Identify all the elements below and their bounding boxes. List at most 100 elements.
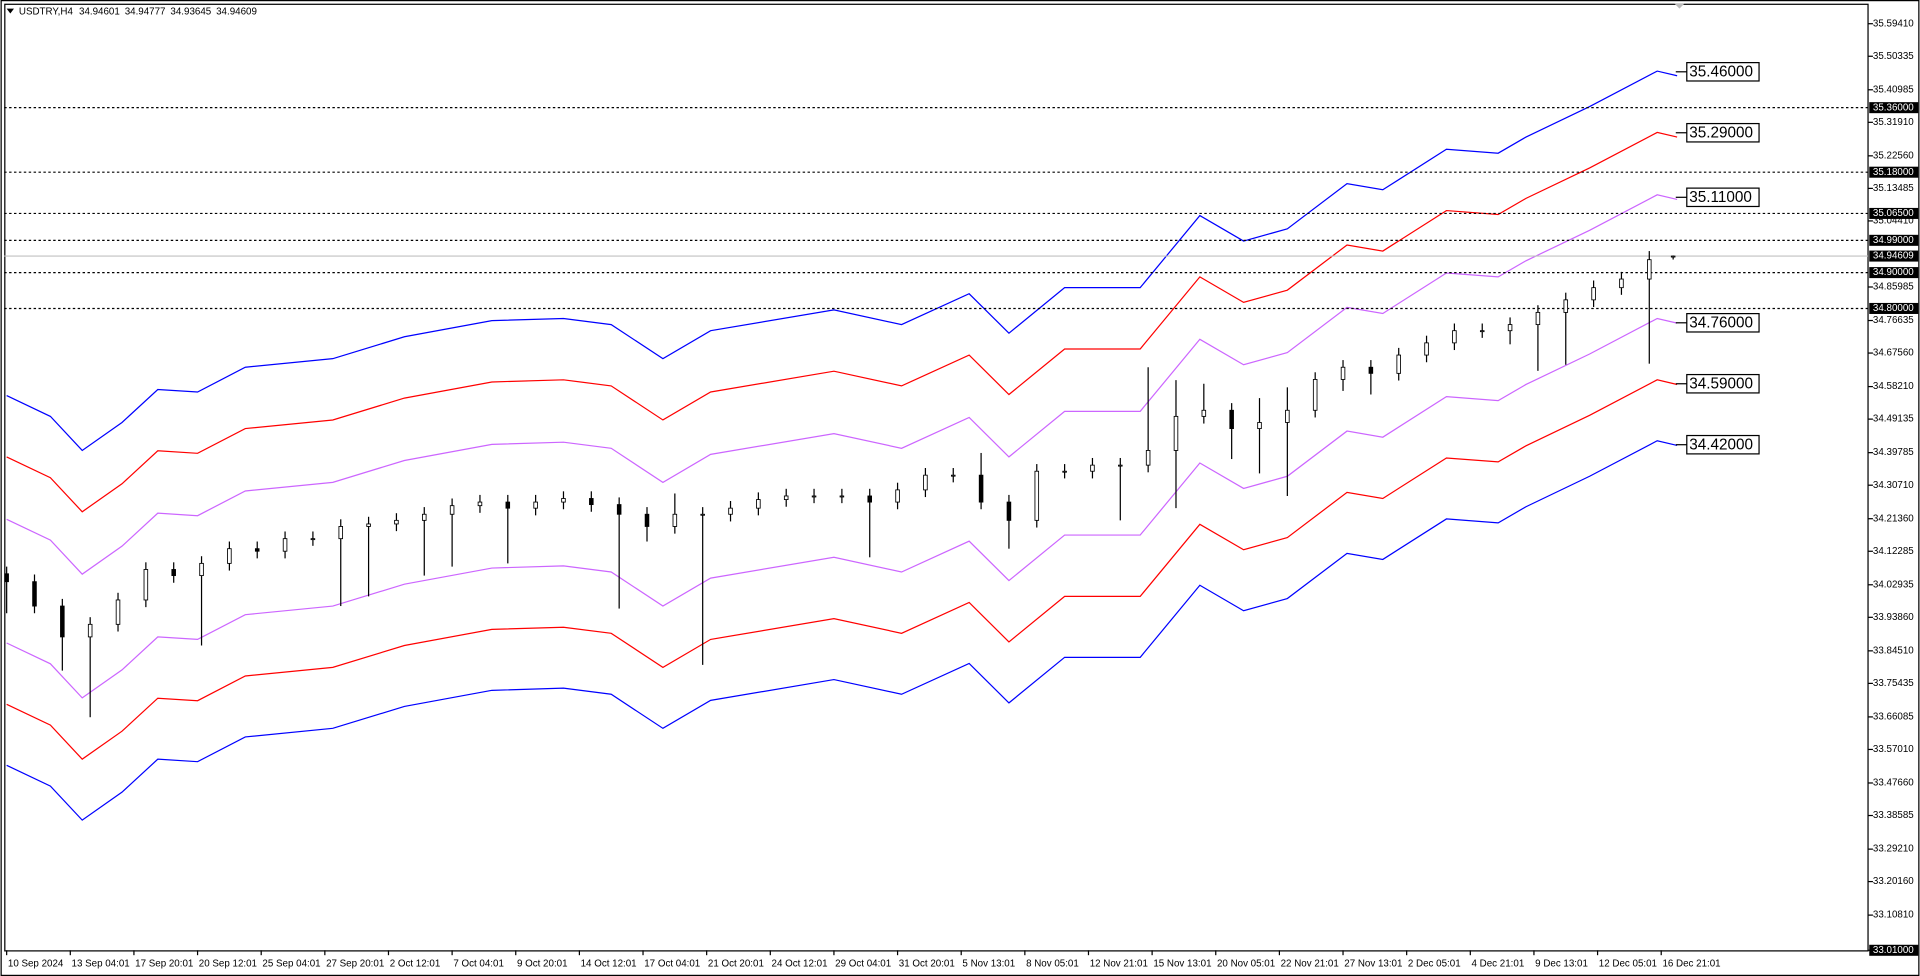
candle-body — [867, 495, 872, 503]
candle-body — [282, 538, 288, 552]
ohlc-close: 34.94609 — [216, 6, 257, 17]
end-label: 35.11000 — [1689, 189, 1752, 206]
x-tick-label: 15 Nov 13:01 — [1153, 958, 1211, 969]
candle-body — [60, 605, 65, 638]
y-tick-label: 34.58210 — [1873, 381, 1914, 392]
candle-body — [1201, 409, 1207, 417]
candle-body — [1173, 415, 1179, 451]
chart-header: USDTRY,H4 34.94601 34.94777 34.93645 34.9460… — [19, 6, 257, 17]
y-tick-label-box — [1869, 944, 1919, 956]
candle-body — [728, 507, 733, 515]
level-label-box — [1869, 302, 1919, 314]
candle-body — [950, 474, 956, 477]
x-tick-label: 21 Oct 20:01 — [708, 958, 764, 969]
x-tick-label: 20 Nov 05:01 — [1217, 958, 1275, 969]
level-label-box — [1869, 267, 1919, 279]
y-tick-label: 33.38585 — [1873, 810, 1914, 821]
end-label: 35.46000 — [1689, 63, 1753, 80]
y-tick-label: 33.57010 — [1873, 744, 1914, 755]
plot-frame — [4, 3, 1869, 952]
envelope-line — [6, 70, 1678, 452]
x-tick-label: 17 Sep 20:01 — [135, 958, 193, 969]
envelope-line — [6, 440, 1678, 821]
candle-body — [616, 504, 622, 515]
candle-body — [310, 538, 316, 541]
candle-body — [589, 498, 594, 506]
x-tick-label: 2 Dec 05:01 — [1408, 958, 1461, 969]
x-tick-label: 10 Sep 2024 — [8, 958, 64, 969]
candle-body — [756, 499, 761, 509]
end-label: 34.42000 — [1689, 436, 1753, 453]
level-label: 35.06500 — [1873, 208, 1914, 219]
end-label-box — [1686, 434, 1760, 455]
y-tick-label: 33.10810 — [1873, 910, 1914, 921]
y-tick-label: 35.13485 — [1873, 183, 1914, 194]
candle-body — [923, 474, 928, 491]
candle-body — [115, 599, 121, 625]
level-label: 34.80000 — [1873, 303, 1914, 314]
candle-body — [644, 513, 650, 527]
candle-body — [1452, 330, 1457, 344]
end-label-box — [1686, 187, 1760, 208]
candle-body — [1090, 464, 1095, 472]
y-tick-label: 35.22560 — [1873, 150, 1914, 161]
candle-body — [1145, 450, 1151, 466]
menu-arrow[interactable] — [6, 8, 15, 14]
candle-body — [978, 474, 984, 503]
y-tick-label: 34.49135 — [1873, 414, 1914, 425]
y-tick-label: 35.31910 — [1873, 117, 1914, 128]
y-tick-label: 33.20160 — [1873, 876, 1914, 887]
y-tick-label: 34.12285 — [1873, 546, 1914, 557]
x-tick-label: 12 Nov 21:01 — [1090, 958, 1148, 969]
candle-body — [505, 501, 511, 509]
ohlc-open: 34.94601 — [79, 6, 120, 17]
end-label-box — [1686, 62, 1760, 82]
candle-body — [700, 513, 705, 516]
candle-body — [783, 495, 789, 500]
candle-body — [1257, 422, 1262, 430]
y-tick-label: 33.47660 — [1873, 778, 1914, 789]
candle-body — [422, 513, 427, 521]
candle-body — [1563, 299, 1569, 313]
candle-body — [672, 513, 678, 527]
x-tick-label: 22 Nov 21:01 — [1281, 958, 1339, 969]
x-tick-label: 20 Sep 12:01 — [199, 958, 257, 969]
candle-body — [1368, 366, 1374, 374]
envelope-line — [6, 317, 1678, 699]
candle-body — [449, 505, 455, 515]
y-tick-label: 34.67560 — [1873, 348, 1914, 359]
y-tick-label: 34.76635 — [1873, 315, 1914, 326]
x-tick-label: 9 Oct 20:01 — [517, 958, 568, 969]
level-label-box — [1869, 166, 1919, 178]
y-tick-label: 34.02935 — [1873, 579, 1914, 590]
candle-body — [1118, 464, 1123, 467]
price-label-box — [1869, 250, 1919, 262]
envelope-line — [6, 131, 1678, 513]
candle-body — [811, 495, 817, 498]
x-tick-label: 25 Sep 04:01 — [262, 958, 320, 969]
candle-body — [1285, 409, 1290, 423]
y-tick-label: 35.50335 — [1873, 51, 1914, 62]
candle-body — [1670, 255, 1676, 258]
candle-body — [366, 523, 371, 527]
candle-body — [1006, 501, 1012, 521]
x-tick-label: 2 Oct 12:01 — [390, 958, 441, 969]
candle-body — [1396, 354, 1401, 374]
level-label-box — [1869, 234, 1919, 246]
candle-body — [1312, 379, 1318, 411]
candle-body — [895, 489, 900, 503]
y-tick-label: 34.21360 — [1873, 513, 1914, 524]
y-tick-label: 34.85985 — [1873, 282, 1914, 293]
price-label: 34.94609 — [1873, 251, 1914, 262]
x-tick-label: 24 Oct 12:01 — [772, 958, 828, 969]
candle-body — [4, 573, 9, 583]
x-tick-label: 31 Oct 20:01 — [899, 958, 955, 969]
y-tick-label: 33.93860 — [1873, 612, 1914, 623]
candle-body — [1591, 287, 1596, 301]
x-tick-label: 5 Nov 13:01 — [962, 958, 1015, 969]
candle-body — [1424, 342, 1429, 356]
symbol: USDTRY,H4 — [19, 6, 74, 17]
level-label: 35.36000 — [1873, 102, 1914, 113]
